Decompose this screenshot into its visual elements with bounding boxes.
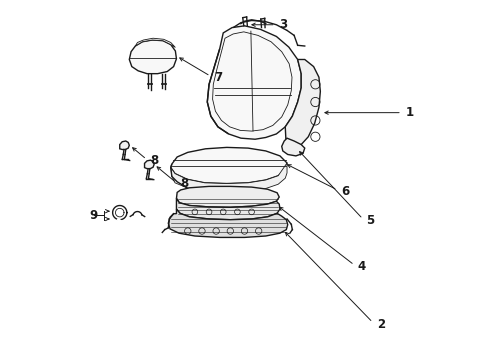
Polygon shape xyxy=(207,26,301,139)
Text: 8: 8 xyxy=(180,177,188,190)
Text: 5: 5 xyxy=(366,214,373,227)
Polygon shape xyxy=(281,138,304,156)
Text: 9: 9 xyxy=(90,209,98,222)
Polygon shape xyxy=(176,186,279,207)
Polygon shape xyxy=(135,38,175,48)
Polygon shape xyxy=(144,160,154,168)
Polygon shape xyxy=(170,147,286,184)
Text: 8: 8 xyxy=(150,154,159,167)
Polygon shape xyxy=(170,163,286,192)
Polygon shape xyxy=(120,141,129,149)
Text: 3: 3 xyxy=(279,18,287,31)
Text: 4: 4 xyxy=(356,260,365,273)
Text: 1: 1 xyxy=(405,106,413,119)
Text: 7: 7 xyxy=(214,71,222,84)
Polygon shape xyxy=(285,59,320,148)
Polygon shape xyxy=(129,40,176,74)
Polygon shape xyxy=(176,198,279,220)
Text: 6: 6 xyxy=(341,185,349,198)
Text: 2: 2 xyxy=(377,318,385,331)
Polygon shape xyxy=(168,209,287,238)
